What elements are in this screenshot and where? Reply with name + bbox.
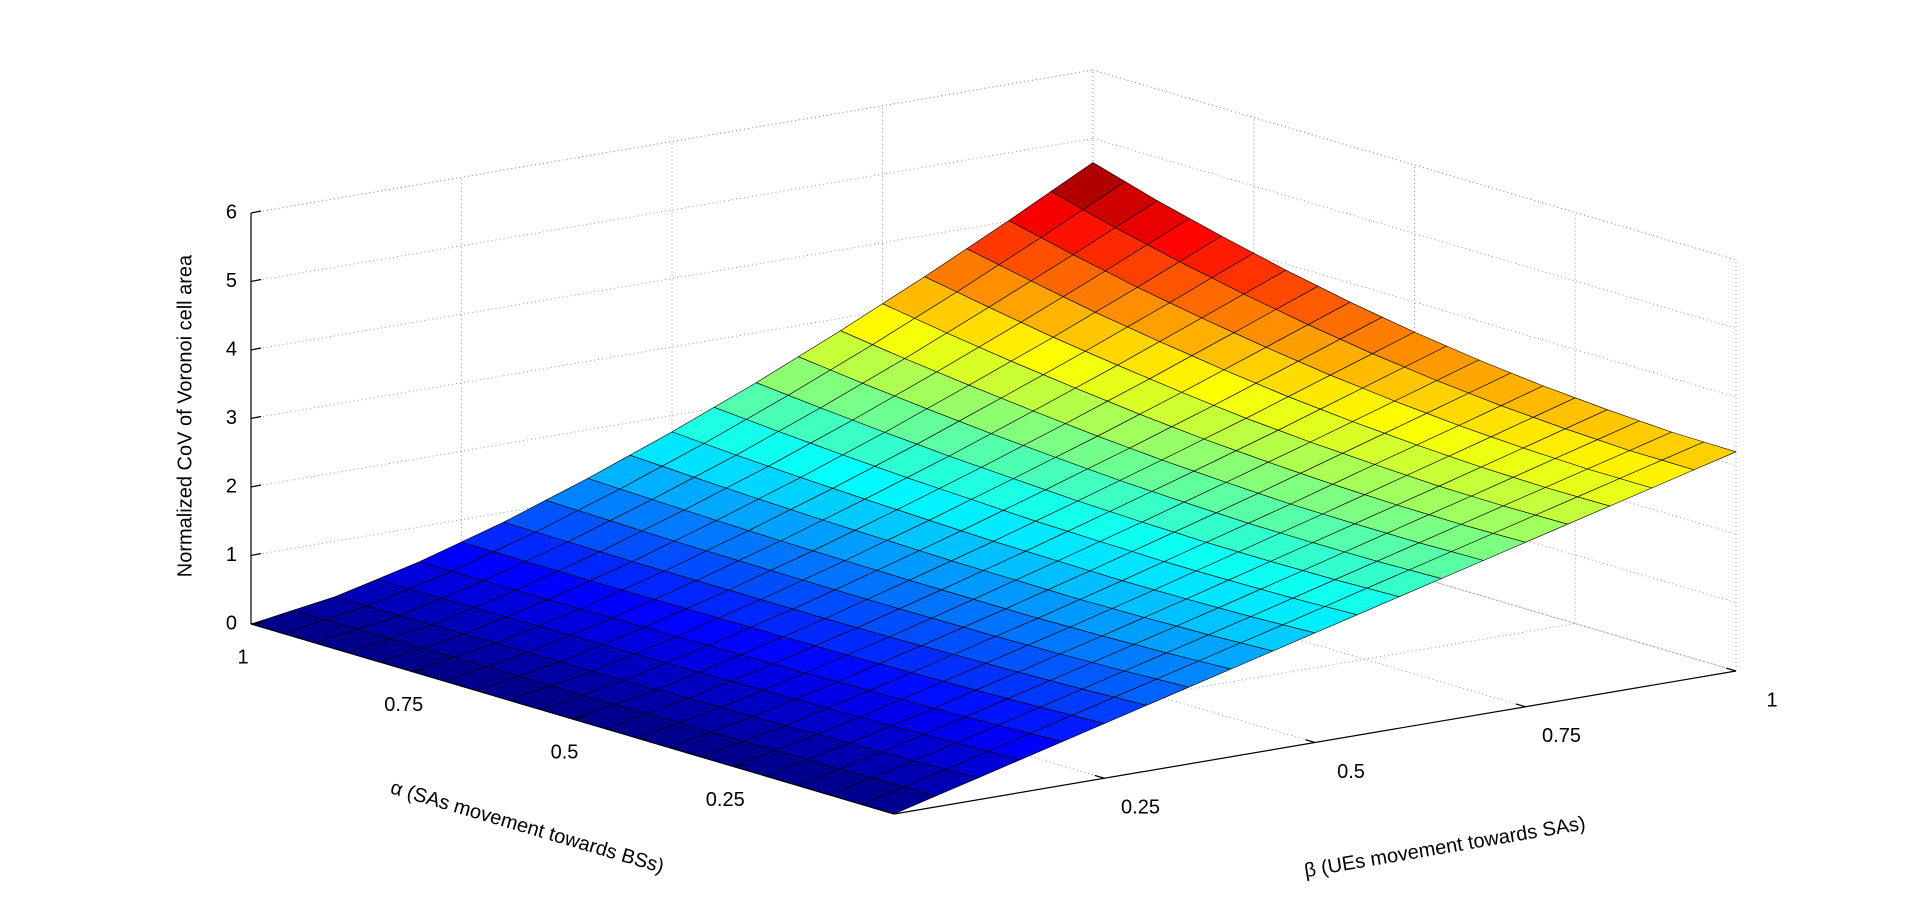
x-tick-label: 0.75 [384,694,423,716]
z-tick-mark [250,552,262,557]
z-tick-mark [250,415,262,420]
z-tick-label: 1 [226,544,237,566]
surface-layer [250,162,1737,815]
y-tick-mark [1726,667,1737,672]
x-tick-mark [411,668,425,673]
x-tick-mark [733,763,746,768]
z-tick-mark [250,347,262,351]
y-tick-mark [1515,703,1526,708]
z-tick-mark [250,210,262,214]
z-axis-label: Normalized CoV of Voronoi cell area [174,254,196,577]
y-tick-label: 1 [1766,689,1777,711]
y-tick-label: 0.5 [1337,761,1365,783]
z-tick-label: 5 [226,270,237,292]
x-tick-label: 1 [237,646,248,668]
z-tick-label: 4 [226,338,237,360]
z-tick-label: 3 [226,407,237,429]
y-tick-mark [1305,739,1316,744]
z-tick-label: 0 [226,612,237,634]
x-tick-mark [572,716,586,720]
y-tick-label: 0.75 [1542,725,1581,747]
z-tick-mark [250,484,262,488]
y-tick-mark [1094,774,1105,779]
z-tick-label: 2 [226,475,237,497]
y-axis-label: β (UEs movement towards SAs) [1303,812,1588,882]
x-axis-label: α (SAs movement towards BSs) [388,777,667,878]
z-tick-mark [250,621,262,625]
z-tick-label: 6 [226,201,237,223]
y-tick-label: 0.25 [1121,797,1160,819]
z-tick-mark [250,278,262,283]
x-tick-label: 0.5 [551,741,579,763]
x-tick-label: 0.25 [706,789,745,811]
